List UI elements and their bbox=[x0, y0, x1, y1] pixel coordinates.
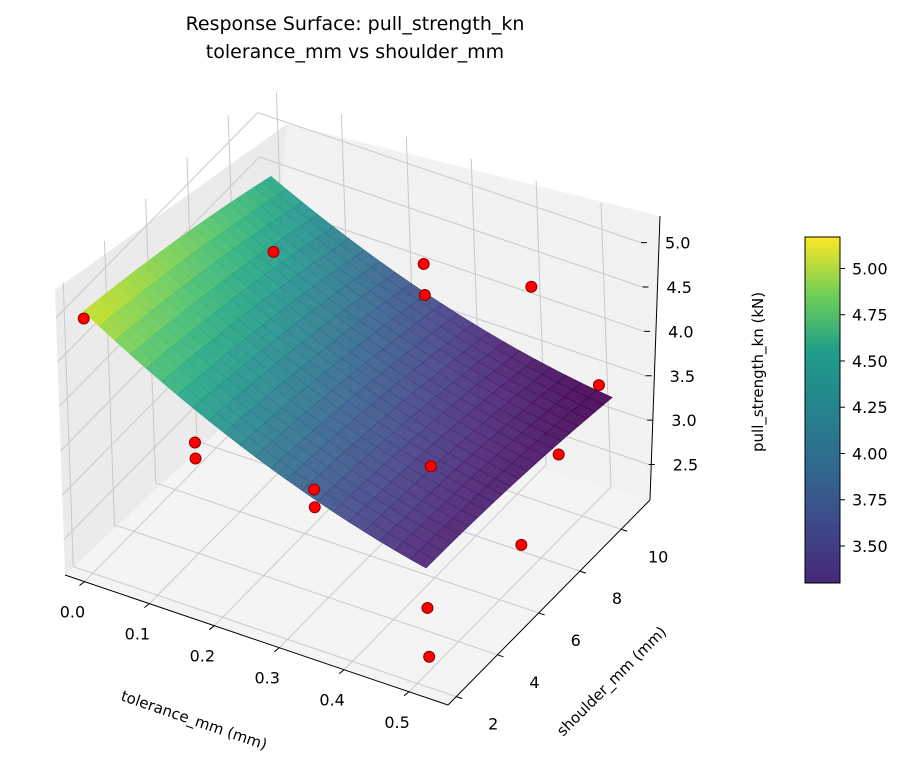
colorbar-tick-label: 4.75 bbox=[852, 306, 888, 325]
y-tick-mark bbox=[538, 612, 545, 616]
colorbar-tick-label: 3.50 bbox=[852, 537, 888, 556]
colorbar-ticks: 3.50 3.75 4.00 4.25 4.50 4.75 5.00 bbox=[840, 259, 888, 556]
z-axis-label: pull_strength_kn (kN) bbox=[749, 292, 768, 452]
y-tick-label: 4 bbox=[529, 673, 539, 692]
colorbar-tick-label: 5.00 bbox=[852, 259, 888, 278]
z-tick-label: 4.0 bbox=[668, 322, 693, 341]
y-grid-line bbox=[62, 282, 74, 567]
z-grid-line bbox=[259, 156, 643, 288]
colorbar-tick-label: 4.00 bbox=[852, 444, 888, 463]
chart-subtitle: tolerance_mm vs shoulder_mm bbox=[205, 41, 505, 63]
x-tick-mark bbox=[338, 669, 345, 675]
data-point bbox=[418, 289, 431, 302]
y-tick-mark bbox=[579, 570, 587, 574]
y-tick-label: 2 bbox=[488, 715, 498, 734]
x-tick-label: 0.5 bbox=[384, 713, 409, 732]
x-tick-mark bbox=[273, 647, 280, 653]
y-grid-line bbox=[114, 524, 498, 656]
y-tick-mark bbox=[497, 654, 504, 658]
data-point bbox=[421, 601, 434, 614]
x-tick-mark bbox=[403, 691, 410, 697]
x-tick-label: 0.1 bbox=[125, 625, 150, 644]
x-grid-line bbox=[408, 486, 612, 693]
y-tick-mark bbox=[456, 696, 463, 700]
x-tick-mark bbox=[144, 603, 150, 609]
data-point bbox=[592, 379, 605, 392]
data-point bbox=[308, 483, 321, 496]
data-point bbox=[189, 452, 202, 465]
data-point bbox=[525, 280, 538, 293]
z-axis: 2.5 3.0 3.5 4.0 4.5 5.0 bbox=[640, 215, 698, 501]
colorbar bbox=[804, 236, 841, 584]
data-point bbox=[515, 538, 528, 551]
y-grid-line bbox=[155, 482, 539, 614]
data-point bbox=[417, 257, 430, 270]
x-tick-mark bbox=[79, 581, 85, 587]
data-points bbox=[77, 245, 605, 663]
y-axis: 2 4 6 8 10 bbox=[447, 499, 668, 734]
z-tick-label: 2.5 bbox=[673, 456, 698, 475]
data-point bbox=[424, 460, 437, 473]
data-point bbox=[267, 245, 280, 258]
x-tick-label: 0.3 bbox=[254, 669, 279, 688]
x-grid-line bbox=[343, 464, 547, 671]
y-grid-line bbox=[73, 566, 457, 698]
y-tick-label: 6 bbox=[571, 631, 581, 650]
colorbar-tick-label: 3.75 bbox=[852, 491, 888, 510]
chart-title: Response Surface: pull_strength_kn bbox=[185, 13, 525, 35]
z-tick-label: 5.0 bbox=[665, 234, 690, 253]
data-point bbox=[188, 436, 201, 449]
x-grid-line bbox=[600, 202, 612, 487]
colorbar-tick-label: 4.50 bbox=[852, 352, 888, 371]
z-grid-line bbox=[257, 112, 642, 244]
x-tick-mark bbox=[208, 625, 215, 631]
x-tick-label: 0.4 bbox=[319, 691, 344, 710]
x-tick-label: 0.0 bbox=[60, 603, 85, 622]
y-grid-line bbox=[103, 240, 115, 525]
data-point bbox=[423, 650, 436, 663]
x-tick-label: 0.2 bbox=[190, 647, 215, 666]
y-tick-label: 8 bbox=[612, 589, 622, 608]
colorbar-tick-label: 4.25 bbox=[852, 398, 888, 417]
surface-cell bbox=[410, 550, 435, 569]
x-axis-label: tolerance_mm (mm) bbox=[118, 687, 269, 755]
z-tick-label: 3.0 bbox=[671, 411, 696, 430]
x-axis: 0.0 0.1 0.2 0.3 0.4 0.5 bbox=[60, 574, 449, 732]
z-tick-label: 3.5 bbox=[670, 367, 695, 386]
data-point bbox=[308, 501, 321, 514]
data-point bbox=[77, 312, 90, 325]
z-tick-label: 4.5 bbox=[667, 278, 692, 297]
data-point bbox=[552, 448, 565, 461]
y-tick-label: 10 bbox=[648, 547, 668, 566]
y-tick-mark bbox=[620, 528, 628, 532]
z-grid-line bbox=[55, 112, 259, 318]
